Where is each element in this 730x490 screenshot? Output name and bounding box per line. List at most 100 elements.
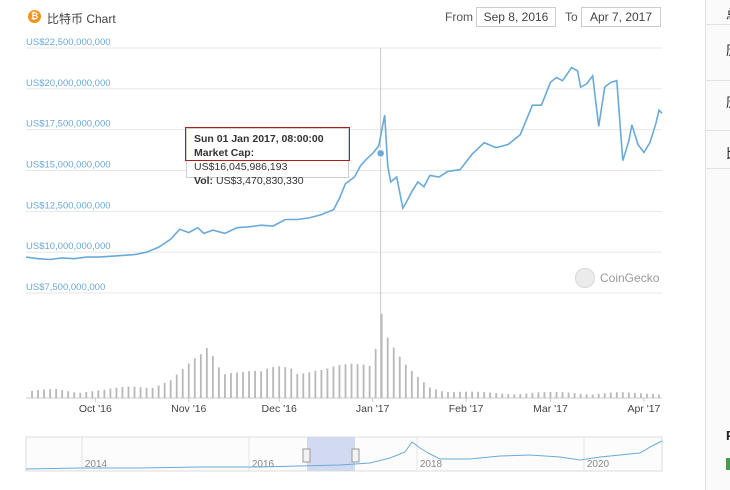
volume-bar (43, 389, 45, 398)
volume-bar (447, 391, 449, 398)
volume-bar (314, 370, 317, 398)
volume-bar (205, 348, 208, 398)
volume-bar (350, 363, 353, 398)
volume-bar (627, 392, 630, 398)
market-cap-data-point (168, 237, 172, 241)
volume-bar (356, 364, 359, 398)
market-cap-data-point (271, 224, 275, 228)
volume-bar (435, 389, 437, 398)
volume-bar (416, 376, 419, 398)
market-cap-data-point (319, 212, 323, 216)
volume-bar (169, 380, 172, 398)
green-check-icon (726, 458, 730, 470)
market-cap-data-point (506, 142, 510, 146)
volume-bar (260, 371, 263, 398)
market-cap-data-point (630, 123, 634, 127)
market-cap-data-point (578, 85, 582, 89)
market-cap-data-point (603, 85, 607, 89)
market-cap-data-point (386, 163, 390, 167)
volume-bar (151, 387, 154, 398)
volume-bar (398, 356, 401, 398)
market-cap-data-point (364, 157, 368, 161)
x-tick-label: Dec '16 (262, 403, 297, 415)
volume-bar (579, 393, 582, 398)
volume-bar (519, 394, 522, 398)
volume-bar (561, 392, 564, 398)
right-panel-divider (706, 168, 730, 169)
market-cap-data-point (24, 255, 28, 259)
volume-bar (109, 388, 112, 398)
market-cap-data-point (132, 252, 136, 256)
volume-bar (477, 391, 480, 398)
volume-bar (145, 387, 148, 398)
volume-bar (73, 392, 76, 398)
right-panel-char: 历 (726, 92, 730, 111)
volume-bar (97, 390, 100, 398)
market-cap-data-point (530, 103, 534, 107)
navigator-tick-label: 2018 (420, 459, 443, 470)
volume-bar (31, 390, 33, 398)
volume-bar (471, 391, 474, 398)
volume-bar (103, 389, 106, 398)
volume-bar (236, 372, 238, 398)
volume-bar (459, 391, 461, 398)
market-cap-data-point (295, 217, 299, 221)
volume-bar (187, 363, 190, 398)
right-side-panel: 总 历 历 比 P (705, 0, 730, 490)
x-tick-label: Nov '16 (171, 403, 206, 415)
market-cap-data-point (470, 152, 474, 156)
navigator-series-line (25, 440, 663, 470)
volume-bar (646, 393, 648, 398)
to-date-input[interactable]: Apr 7, 2017 (581, 7, 661, 27)
market-cap-data-point (307, 216, 311, 220)
navigator-tick-label: 2016 (252, 459, 275, 470)
market-cap-data-point (458, 167, 462, 171)
x-tick-label: Jan '17 (356, 403, 390, 415)
market-cap-data-point (235, 225, 239, 229)
market-cap-data-point (60, 256, 64, 260)
navigator-handle-left[interactable] (302, 448, 311, 463)
y-tick-label: US$17,500,000,000 (26, 119, 111, 130)
market-cap-data-point (196, 225, 200, 229)
chart-tooltip: Sun 01 Jan 2017, 08:00:00 Market Cap: US… (185, 127, 350, 187)
volume-bar (344, 364, 347, 398)
from-date-input[interactable]: Sep 8, 2016 (476, 7, 556, 27)
volume-bar (573, 393, 576, 398)
volume-bar (121, 386, 124, 398)
to-label: To (565, 10, 578, 24)
market-cap-data-point (627, 139, 631, 143)
market-cap-data-point (96, 255, 100, 259)
x-tick-label: Mar '17 (533, 403, 568, 415)
volume-bar (543, 392, 546, 398)
volume-bar (585, 394, 588, 398)
volume-bar (609, 392, 612, 398)
market-cap-data-point (494, 145, 498, 149)
volume-bar (501, 393, 504, 398)
market-cap-data-point (187, 230, 191, 234)
market-cap-data-point (72, 257, 76, 261)
market-cap-data-point (259, 223, 263, 227)
volume-bar (326, 368, 329, 398)
volume-bar (652, 394, 654, 398)
volume-bar (591, 394, 594, 398)
market-cap-data-point (446, 169, 450, 173)
market-cap-data-point (416, 180, 420, 184)
volume-bar (211, 356, 214, 398)
y-tick-label: US$10,000,000,000 (26, 241, 111, 252)
market-cap-data-point (48, 257, 52, 261)
volume-bar (483, 392, 486, 398)
market-cap-data-point (352, 175, 356, 179)
market-cap-data-point (642, 150, 646, 154)
volume-bar (115, 387, 118, 398)
volume-bar (513, 394, 516, 398)
navigator-tick-label: 2020 (587, 459, 610, 470)
volume-bar (465, 391, 467, 398)
market-cap-data-point (410, 190, 414, 194)
volume-bar (525, 393, 528, 398)
navigator-handle-right[interactable] (351, 448, 360, 463)
volume-bar (67, 391, 70, 398)
volume-bar (549, 391, 552, 398)
coingecko-watermark: CoinGecko (600, 271, 660, 285)
volume-bar (603, 393, 606, 398)
market-cap-data-point (247, 225, 251, 229)
